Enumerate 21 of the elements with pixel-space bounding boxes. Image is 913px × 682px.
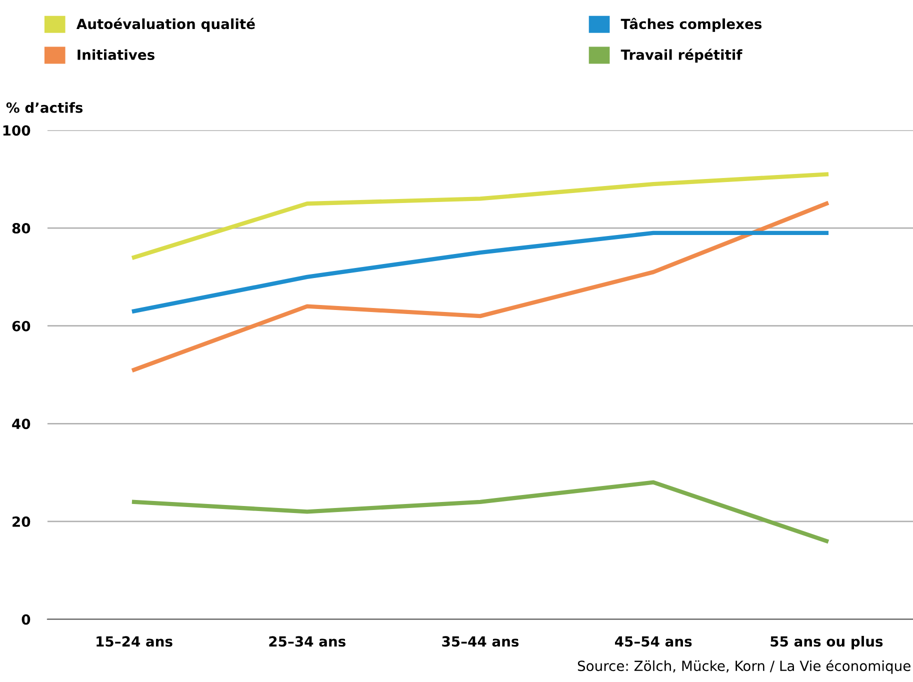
x-tick-label: 45–54 ans xyxy=(614,636,692,647)
y-tick-label: 60 xyxy=(12,320,30,332)
x-tick-label: 35–44 ans xyxy=(442,636,519,647)
x-tick-label: 55 ans ou plus xyxy=(770,636,883,650)
line-series xyxy=(132,230,829,314)
x-tick-label: 25–34 ans xyxy=(269,636,346,647)
legend-label: Autoévaluation qualité xyxy=(76,18,255,32)
y-tick-label: 0 xyxy=(22,614,30,625)
line-series xyxy=(132,480,829,544)
line-series xyxy=(132,172,829,260)
x-tick-label: 15–24 ans xyxy=(96,636,172,647)
y-tick-label: 100 xyxy=(3,125,30,136)
source-note: Source: Zölch, Mücke, Korn / La Vie économique xyxy=(578,660,910,674)
line-series xyxy=(132,202,829,372)
legend-label: Travail répétitif xyxy=(620,48,742,63)
y-axis-title: % d’actifs xyxy=(6,102,83,113)
legend-label: Initiatives xyxy=(78,49,154,60)
legend-label: Tâches complexes xyxy=(620,18,762,32)
y-tick-label: 40 xyxy=(12,418,30,430)
y-tick-label: 20 xyxy=(12,516,30,527)
y-tick-label: 80 xyxy=(12,223,30,234)
